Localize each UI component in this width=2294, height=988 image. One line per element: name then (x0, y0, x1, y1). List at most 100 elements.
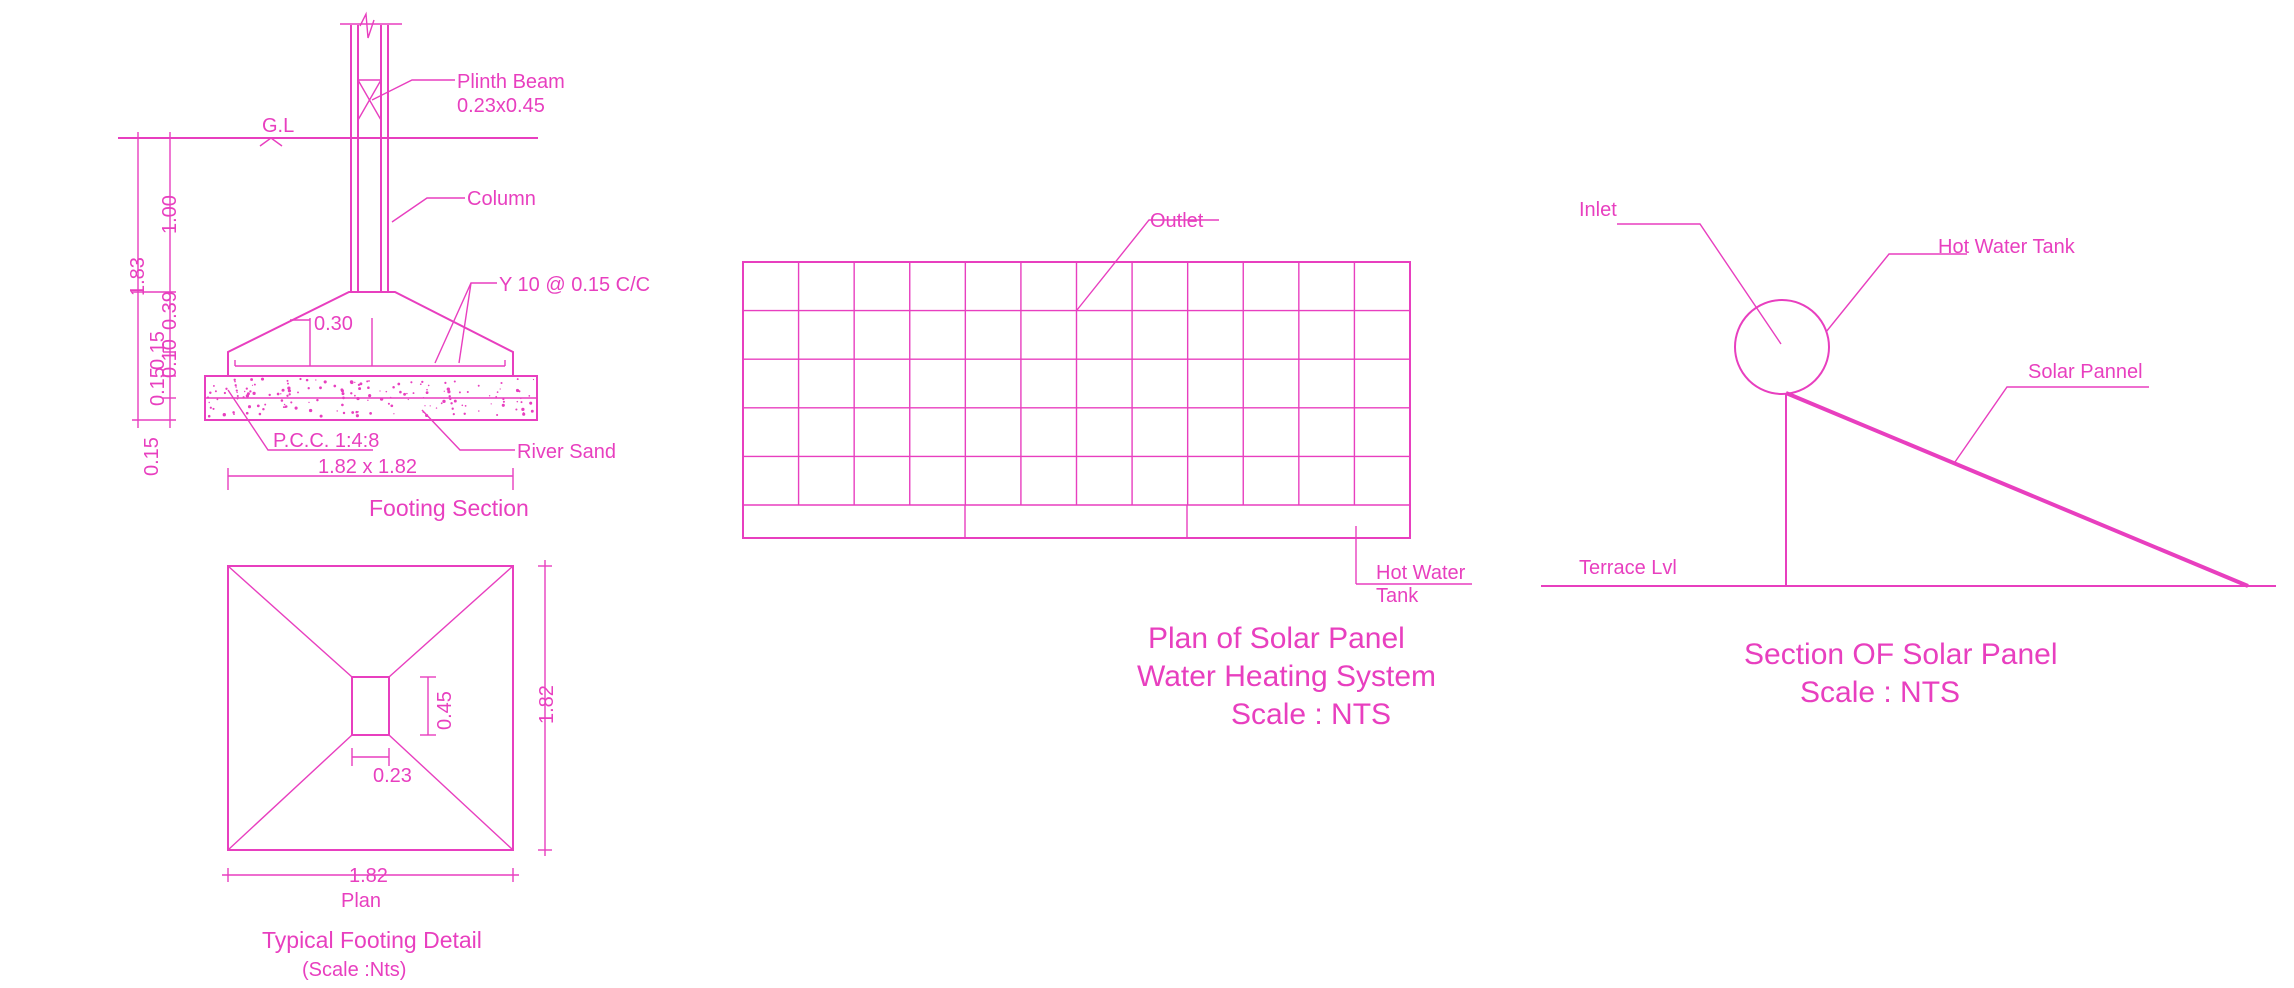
concrete-speck (367, 400, 368, 401)
plinth-beam (358, 80, 381, 120)
concrete-speck (268, 394, 270, 396)
pcc-label: P.C.C. 1:4:8 (273, 430, 379, 452)
concrete-speck (515, 408, 517, 410)
concrete-speck (379, 390, 380, 391)
concrete-speck (208, 402, 209, 403)
dim-slab-c: 0.10 (159, 339, 181, 378)
concrete-speck (212, 408, 214, 410)
concrete-speck (246, 387, 248, 389)
concrete-speck (320, 415, 323, 418)
concrete-speck (496, 414, 498, 416)
concrete-speck (380, 397, 383, 400)
concrete-speck (521, 408, 524, 411)
concrete-speck (388, 403, 390, 405)
dim-gl-depth: 1.00 (159, 195, 181, 234)
concrete-speck (521, 401, 523, 403)
concrete-speck (436, 407, 437, 408)
concrete-speck (516, 389, 519, 392)
concrete-speck (354, 382, 355, 383)
concrete-speck (421, 381, 423, 383)
concrete-speck (453, 413, 455, 415)
concrete-speck (319, 386, 322, 389)
concrete-speck (447, 387, 450, 390)
concrete-speck (350, 380, 353, 383)
solar-section-title-2: Scale : NTS (1800, 676, 1960, 709)
concrete-speck (444, 391, 445, 392)
concrete-speck (246, 412, 249, 415)
concrete-speck (426, 391, 429, 394)
concrete-speck (531, 410, 534, 413)
concrete-speck (410, 381, 412, 383)
concrete-speck (290, 401, 292, 403)
concrete-speck (244, 391, 245, 392)
concrete-speck (306, 379, 309, 382)
concrete-speck (342, 392, 345, 395)
plinth-beam-label: Plinth Beam (457, 71, 565, 93)
concrete-speck (234, 381, 236, 383)
footing-section: Plinth Beam 0.23x0.45 G.L Column Y 10 @ … (118, 14, 650, 521)
concrete-speck (236, 392, 237, 393)
concrete-speck (234, 379, 236, 381)
plan-tank-label-1: Hot Water (1376, 562, 1466, 584)
concrete-speck (502, 404, 505, 407)
concrete-speck (517, 401, 519, 403)
concrete-speck (420, 383, 422, 385)
concrete-speck (408, 399, 409, 400)
concrete-speck (223, 413, 226, 416)
concrete-speck (452, 408, 454, 410)
concrete-speck (393, 413, 394, 414)
concrete-speck (465, 405, 467, 407)
concrete-speck (441, 402, 443, 404)
concrete-speck (356, 397, 359, 400)
dim-pcc-thickness: 0.15 (141, 437, 163, 476)
concrete-speck (530, 403, 532, 405)
concrete-speck (243, 396, 245, 398)
solar-plan-title-1: Plan of Solar Panel (1148, 622, 1405, 655)
concrete-speck (447, 390, 450, 393)
concrete-speck (464, 413, 466, 415)
concrete-speck (517, 378, 519, 380)
concrete-speck (252, 385, 253, 386)
concrete-speck (354, 395, 356, 397)
concrete-speck (369, 412, 372, 415)
concrete-speck (252, 392, 255, 395)
concrete-speck (449, 398, 451, 400)
terrace-label: Terrace Lvl (1579, 557, 1677, 579)
concrete-speck (259, 413, 262, 416)
concrete-speck (403, 393, 406, 396)
concrete-speck (491, 403, 492, 404)
concrete-speck (235, 384, 237, 386)
ground-level-label: G.L (262, 115, 294, 137)
concrete-speck (467, 391, 469, 393)
concrete-speck (523, 412, 525, 414)
concrete-speck (358, 384, 360, 386)
concrete-speck (210, 407, 212, 409)
concrete-speck (289, 393, 291, 395)
concrete-speck (358, 387, 361, 390)
concrete-speck (308, 402, 309, 403)
concrete-speck (356, 414, 359, 417)
concrete-speck (254, 384, 256, 386)
solar-section-title-1: Section OF Solar Panel (1744, 638, 2058, 671)
concrete-speck (237, 395, 239, 397)
offset-label: 0.30 (314, 313, 353, 335)
concrete-speck (478, 410, 480, 412)
concrete-speck (367, 386, 370, 389)
concrete-speck (250, 378, 253, 381)
concrete-speck (284, 404, 286, 406)
footing-plan: 0.45 0.23 1.82 1.82 Plan Typical Footing… (222, 560, 558, 981)
concrete-speck (399, 391, 402, 394)
concrete-speck (209, 391, 211, 393)
solar-pannel-label: Solar Pannel (2028, 361, 2143, 383)
plinth-beam-size-label: 0.23x0.45 (457, 95, 545, 117)
concrete-speck (450, 402, 452, 404)
concrete-speck (426, 389, 428, 391)
concrete-speck (247, 392, 250, 395)
footing-pad (228, 292, 513, 376)
concrete-speck (386, 391, 388, 393)
solar-plan-title-3: Scale : NTS (1231, 698, 1391, 731)
concrete-speck (299, 378, 301, 380)
plan-dim-side-vertical: 1.82 (536, 685, 558, 724)
concrete-speck (500, 382, 502, 384)
hot-water-tank-circle (1735, 300, 1829, 394)
